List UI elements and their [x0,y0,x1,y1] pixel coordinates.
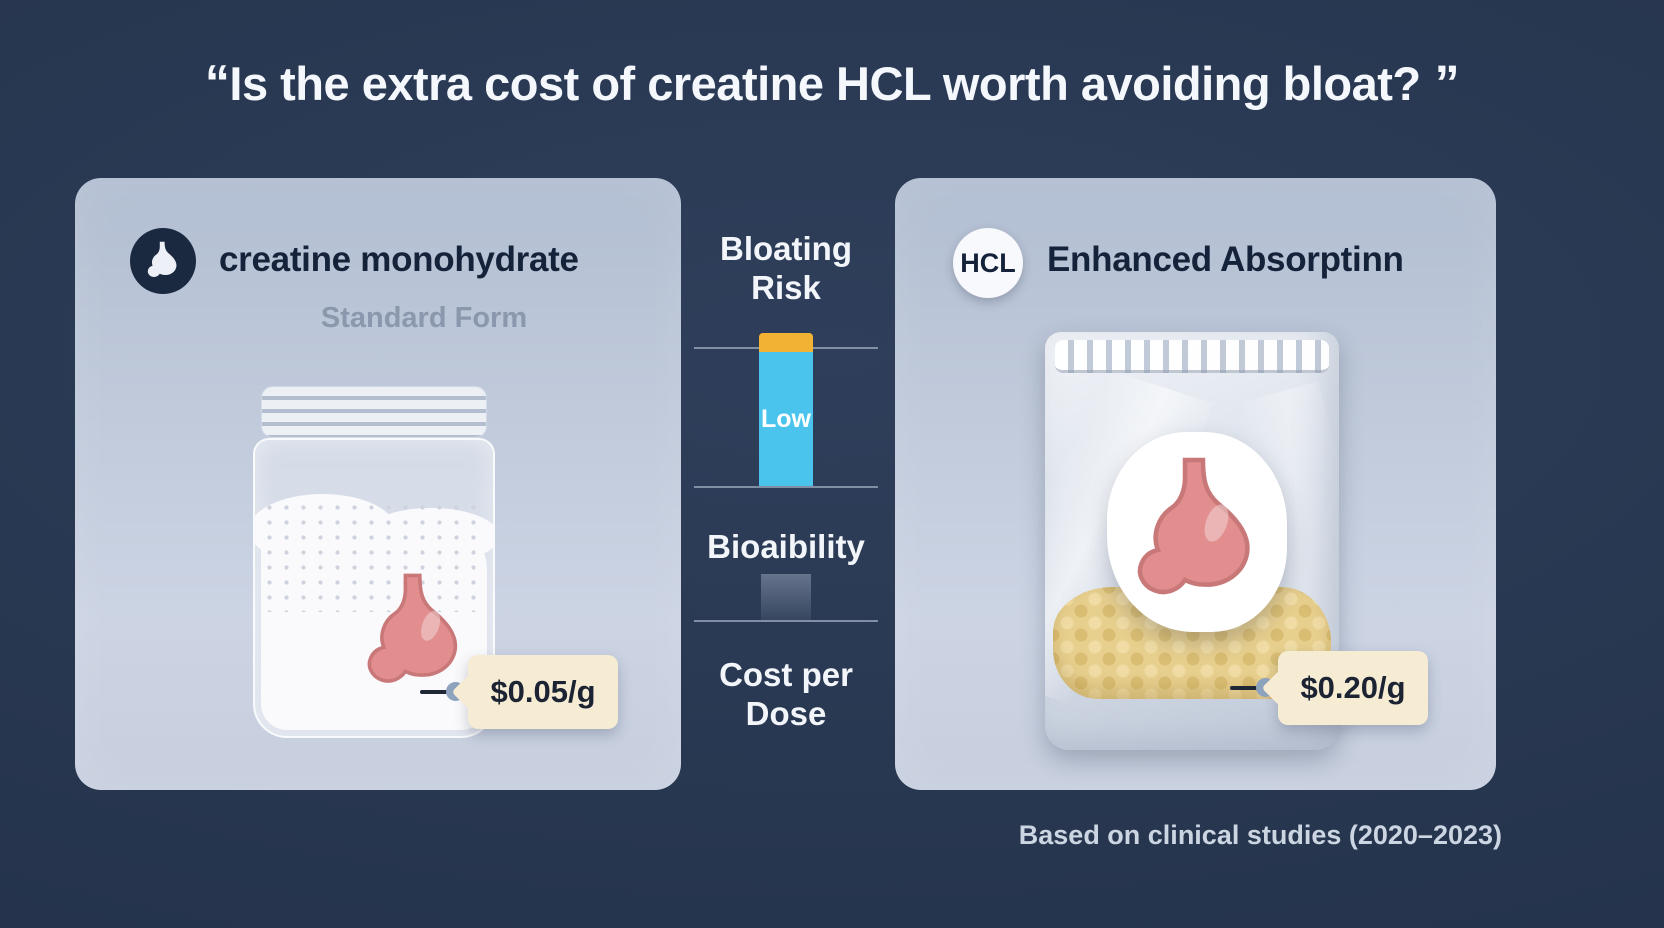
risk-bar: Low [759,352,813,486]
metric-label-bioavailability: Bioaibility [707,528,865,565]
footer-note: Based on clinical studies (2020–2023) [1018,820,1502,850]
hcl-badge: HCL [953,228,1023,298]
card-creatine-monohydrate: creatine monohydrate Standard Form $0.05… [75,178,681,790]
quote-open: “ [204,55,230,111]
price-label-hcl: $0.20/g [1278,651,1428,725]
stomach-icon [147,241,177,278]
jar-illustration [253,386,495,738]
price-tag-monohydrate: $0.05/g [420,650,620,734]
jar-body [253,438,495,738]
card-title-monohydrate: creatine monohydrate [219,240,579,279]
bioavailability-bar [761,574,811,620]
powder-speckles [261,500,487,612]
tag-connector-line [1230,686,1260,690]
tag-connector-line [420,690,450,694]
metric-label-cost-per-dose: Cost per Dose [719,656,853,732]
metric-label-bloating-risk: Bloating Risk [720,230,852,306]
quote-close: ” [1434,55,1460,111]
risk-bar-cap [759,333,813,352]
divider-bottom [694,620,878,622]
price-tag-hcl: $0.20/g [1230,646,1430,730]
stomach-icon [355,573,475,693]
page-title-text: Is the extra cost of creatine HCL worth … [229,57,1421,110]
price-label-monohydrate: $0.05/g [468,655,618,729]
card-creatine-hcl: HCL Enhanced Absorptinn $0.20/g [895,178,1496,790]
divider-middle [694,486,878,488]
stomach-badge [130,228,196,294]
jar-lid [261,386,487,438]
card-subtitle-monohydrate: Standard Form [320,302,528,334]
pouch-zipper-seal [1055,340,1329,373]
risk-value-low: Low [761,404,811,433]
stomach-panel [1107,432,1287,632]
card-title-hcl: Enhanced Absorptinn [1047,240,1404,279]
page-title: “Is the extra cost of creatine HCL worth… [0,54,1664,112]
stomach-icon [1137,457,1250,595]
